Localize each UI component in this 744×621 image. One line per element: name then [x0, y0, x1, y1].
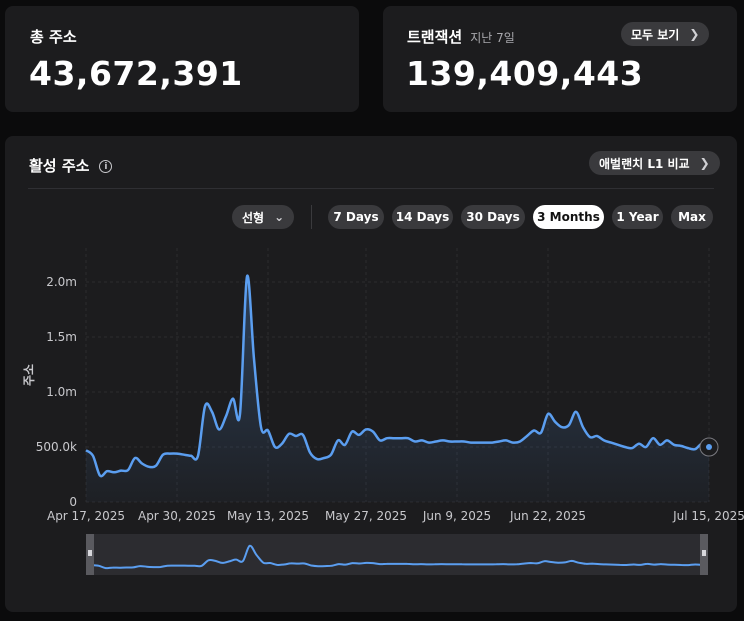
x-tick-label: May 13, 2025 [227, 509, 309, 523]
total-addresses-card: 총 주소 43,672,391 [5, 6, 359, 112]
x-tick-label: Jun 22, 2025 [509, 509, 586, 523]
compare-l1-button[interactable]: 애벌랜치 L1 비교 ❯ [589, 151, 720, 175]
y-tick-label: 0 [69, 495, 77, 509]
x-tick-label: May 27, 2025 [325, 509, 407, 523]
view-all-label: 모두 보기 [631, 27, 680, 42]
chart-title-text: 활성 주소 [29, 157, 90, 175]
transactions-label: 트랜잭션 지난 7일 [407, 26, 515, 47]
total-addresses-value: 43,672,391 [29, 54, 243, 93]
brush-grip [88, 550, 92, 556]
last-point-marker [706, 444, 712, 450]
y-axis-label: 주소 [22, 364, 36, 386]
range-30-days[interactable]: 30 Days [461, 205, 525, 229]
chevron-down-icon: ⌄ [274, 210, 285, 224]
scale-select[interactable]: 선형 ⌄ [232, 205, 295, 229]
transactions-card: 트랜잭션 지난 7일 모두 보기 ❯ 139,409,443 [383, 6, 737, 112]
transactions-value: 139,409,443 [406, 54, 644, 93]
transactions-period: 지난 7일 [470, 31, 515, 45]
range-max[interactable]: Max [671, 205, 713, 229]
x-tick-label: Apr 17, 2025 [47, 509, 125, 523]
area-fill [86, 275, 709, 502]
y-tick-label: 1.5m [46, 330, 77, 344]
compare-l1-label: 애벌랜치 L1 비교 [599, 156, 690, 171]
toolbar-separator [311, 205, 312, 229]
range-3-months[interactable]: 3 Months [533, 205, 604, 229]
chevron-right-icon: ❯ [689, 27, 700, 41]
series-line [85, 274, 710, 478]
info-icon[interactable]: i [99, 160, 113, 173]
x-tick-label: Jul 15, 2025 [672, 509, 744, 523]
x-tick-label: Jun 9, 2025 [422, 509, 491, 523]
panel-divider [28, 188, 714, 189]
chart-title: 활성 주소 i [29, 155, 113, 176]
scale-select-value: 선형 [242, 210, 265, 225]
range-7-days[interactable]: 7 Days [328, 205, 384, 229]
transactions-title: 트랜잭션 [407, 28, 463, 46]
range-14-days[interactable]: 14 Days [392, 205, 453, 229]
brush-grip [702, 550, 706, 556]
y-tick-label: 1.0m [46, 385, 77, 399]
brush-background[interactable] [86, 534, 708, 575]
range-1-year[interactable]: 1 Year [612, 205, 663, 229]
brush-series-line [91, 544, 703, 570]
y-tick-label: 2.0m [46, 275, 77, 289]
x-tick-label: Apr 30, 2025 [138, 509, 216, 523]
y-tick-label: 500.0k [36, 440, 77, 454]
view-all-button[interactable]: 모두 보기 ❯ [621, 22, 710, 46]
chevron-right-icon: ❯ [699, 156, 710, 170]
total-addresses-label: 총 주소 [30, 28, 77, 46]
